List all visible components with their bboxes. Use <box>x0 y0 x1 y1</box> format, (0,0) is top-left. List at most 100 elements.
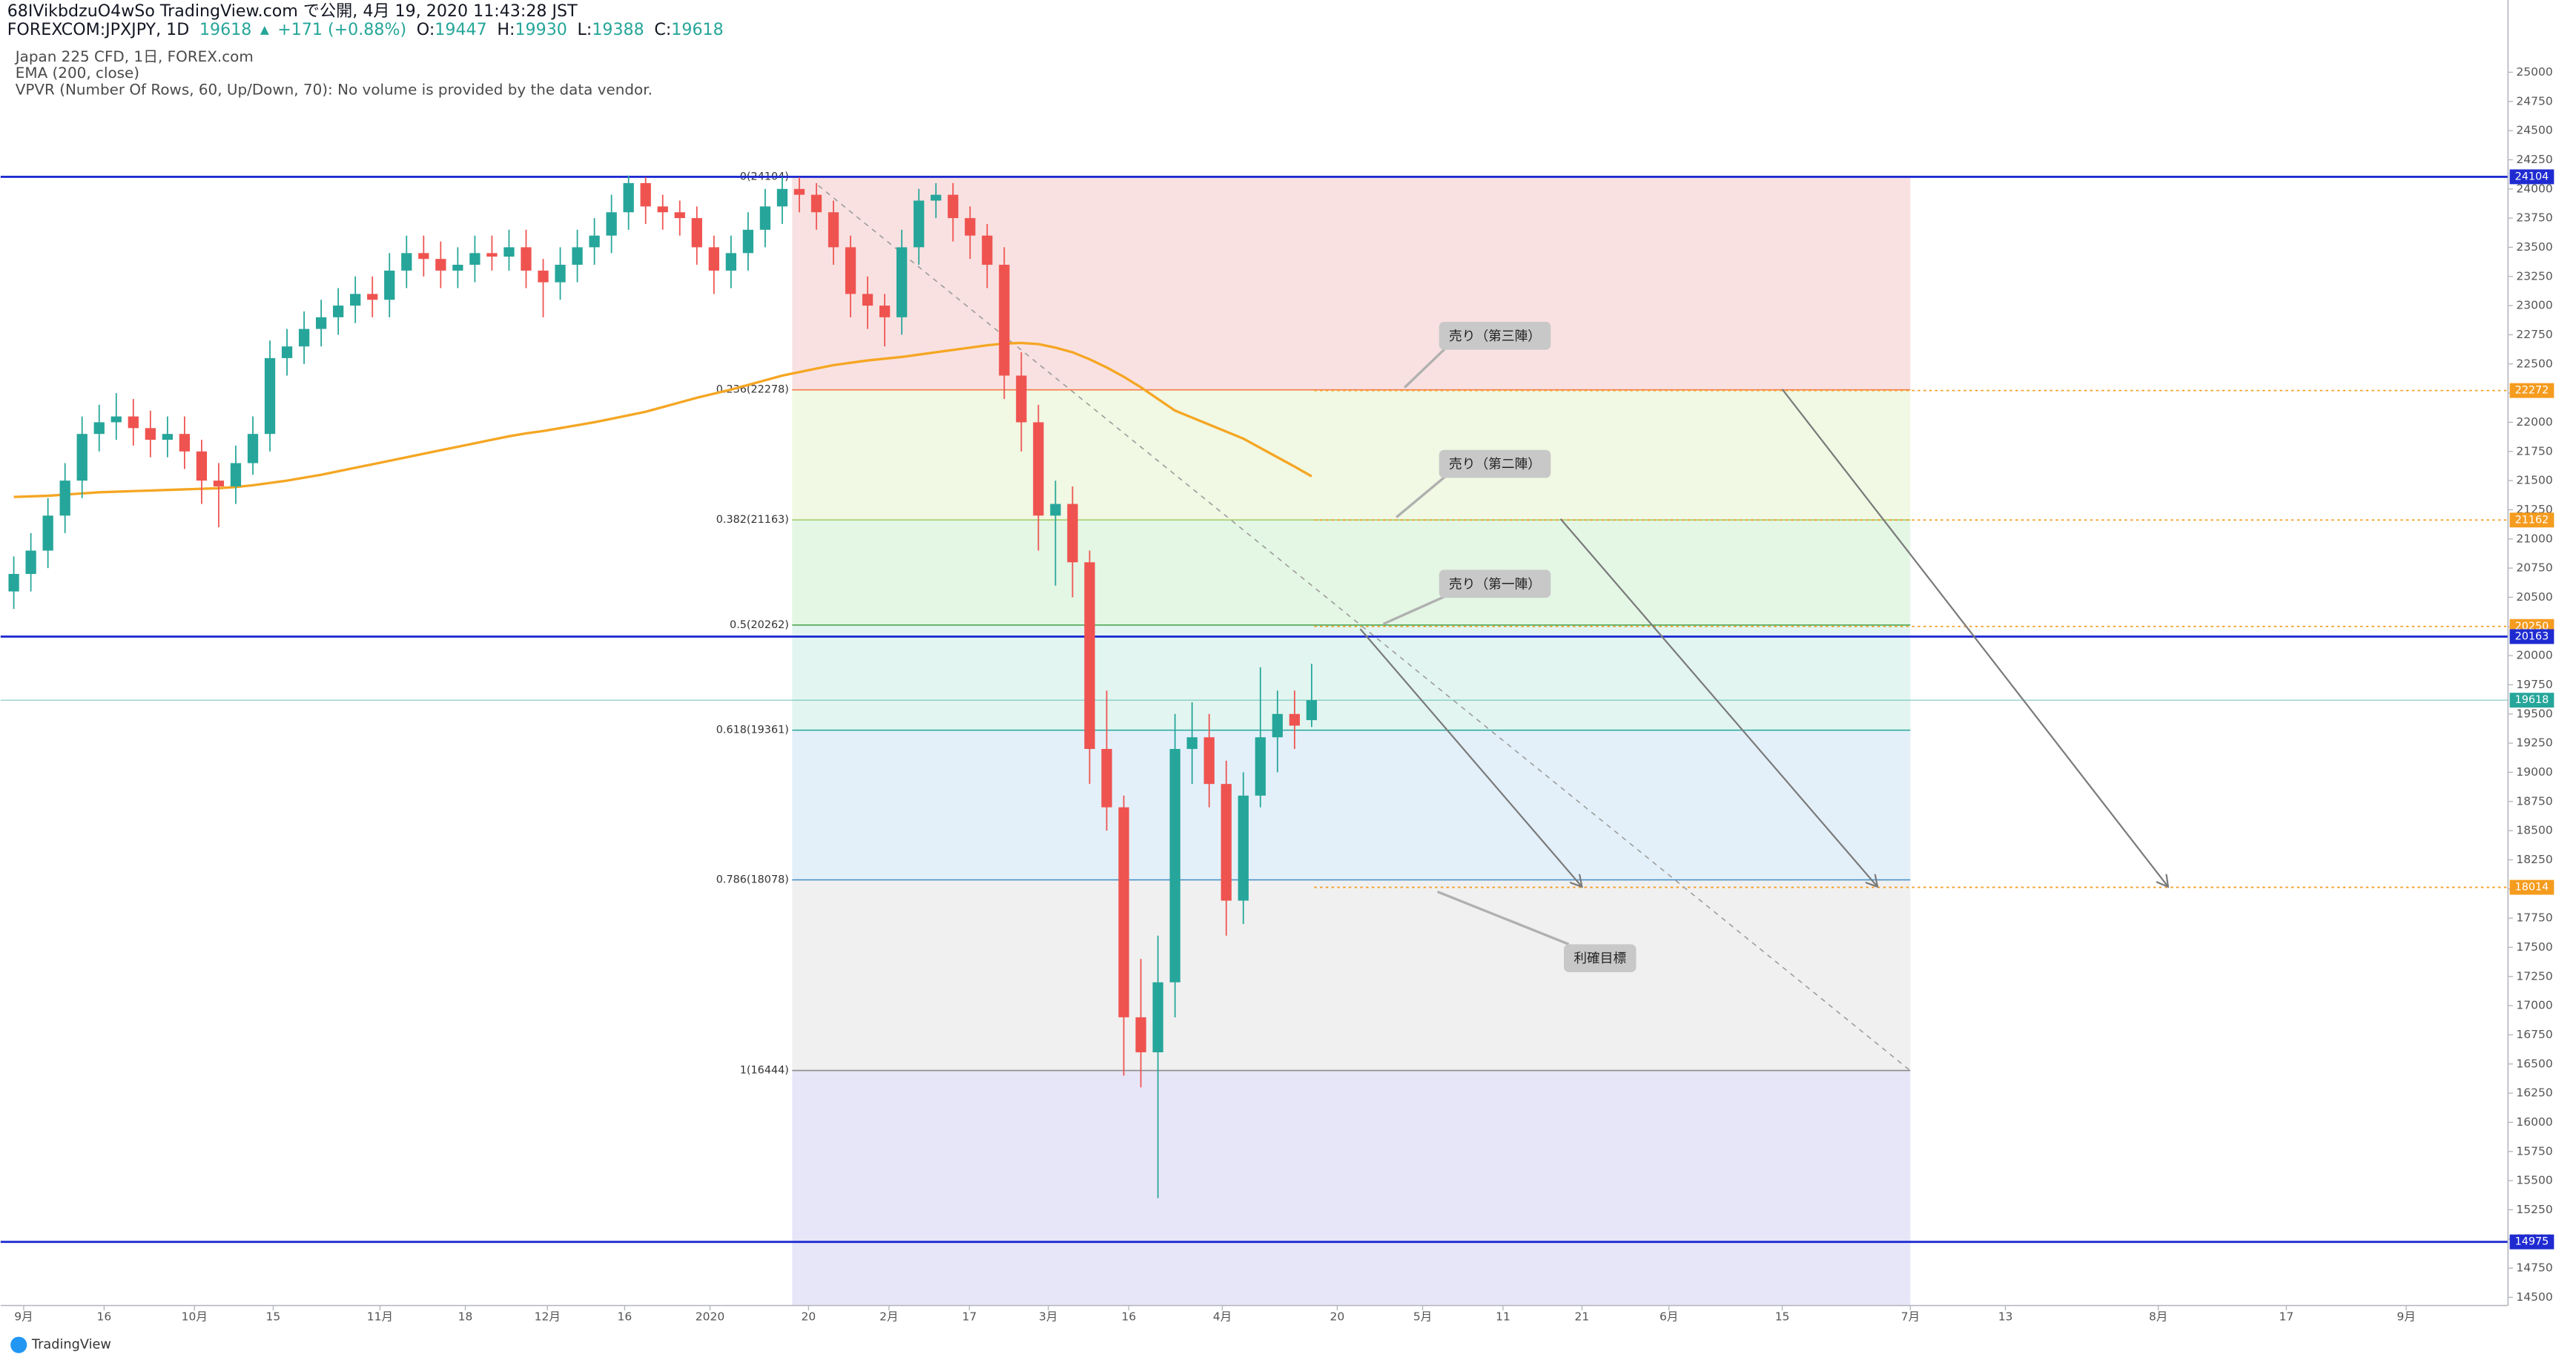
fib-label: 0.236(22278) <box>716 384 789 396</box>
x-tick-label: 17 <box>962 1310 977 1323</box>
price-tag-text: 20163 <box>2515 630 2549 642</box>
fib-label: 1(16444) <box>740 1065 789 1077</box>
candle-body <box>315 317 327 329</box>
ohlc-value: 19930 <box>515 19 567 39</box>
price-tag <box>2509 879 2554 895</box>
candle-body <box>452 265 463 271</box>
candle-body <box>810 194 822 213</box>
y-tick-label: 21500 <box>2516 474 2552 487</box>
candle-body <box>793 188 805 195</box>
ohlc-label: C: <box>654 19 671 39</box>
fib-zone <box>792 520 1911 625</box>
x-tick-label: 7月 <box>1901 1310 1920 1323</box>
y-tick-label: 25000 <box>2516 65 2552 79</box>
x-tick-label: 2020 <box>696 1310 724 1323</box>
candles <box>8 175 1318 1198</box>
callout-box <box>1564 944 1637 972</box>
y-tick-label: 14750 <box>2516 1261 2552 1275</box>
y-tick-label: 17500 <box>2516 940 2552 954</box>
candle-body <box>640 182 651 207</box>
candle-body <box>1101 748 1112 808</box>
fib-zone <box>792 624 1911 730</box>
fib-zone <box>792 879 1911 1071</box>
x-tick-label: 20 <box>1330 1310 1345 1323</box>
candle-body <box>623 182 634 213</box>
candle-body <box>862 294 873 306</box>
candle-body <box>845 247 856 294</box>
candle-body <box>606 212 617 236</box>
logo-text: TradingView <box>31 1338 111 1353</box>
price-tag <box>2509 693 2554 708</box>
price-tag-text: 19618 <box>2515 694 2549 706</box>
candle-body <box>691 218 702 248</box>
price-tag <box>2509 512 2554 528</box>
y-tick-label: 20000 <box>2516 649 2552 662</box>
candle-body <box>708 247 719 271</box>
ohlc-value: 19618 <box>671 19 723 39</box>
y-tick-label: 19750 <box>2516 678 2552 691</box>
candle-body <box>42 515 53 551</box>
x-tick-label: 9月 <box>14 1310 33 1323</box>
candle-body <box>128 416 139 429</box>
candle-body <box>333 306 344 317</box>
candle-body <box>384 270 395 300</box>
x-tick-label: 8月 <box>2149 1310 2167 1323</box>
callout-pointer <box>1396 475 1447 518</box>
candle-body <box>213 481 225 486</box>
candle-body <box>879 306 891 317</box>
candle-body <box>1272 713 1283 738</box>
candle-body <box>469 253 480 265</box>
x-tick-label: 5月 <box>1413 1310 1432 1323</box>
candle-body <box>145 428 156 440</box>
fib-zone <box>792 1070 1911 1306</box>
price: 19618 <box>199 19 251 39</box>
trend-line <box>818 185 1911 1072</box>
price-tag <box>2509 629 2554 644</box>
candle-body <box>110 416 122 423</box>
x-tick-label: 13 <box>1998 1310 2013 1323</box>
levels: 0(24104)0.236(22278)0.382(21163)0.5(2026… <box>0 171 2509 1244</box>
candle-body <box>1238 795 1249 901</box>
x-tick-label: 21 <box>1575 1310 1590 1323</box>
candle-body <box>1255 737 1266 796</box>
candle-body <box>179 434 191 452</box>
fib-zones <box>792 176 1911 1306</box>
x-tick-label: 11 <box>1496 1310 1510 1323</box>
y-tick-label: 20500 <box>2516 590 2552 604</box>
price-tag-text: 21162 <box>2515 514 2549 526</box>
candle-body <box>572 247 583 265</box>
candle-body <box>776 188 788 207</box>
callout-box <box>1439 322 1551 350</box>
x-tick-label: 2月 <box>879 1310 898 1323</box>
y-tick-label: 15750 <box>2516 1144 2552 1158</box>
fib-label: 0.786(18078) <box>716 874 789 885</box>
x-tick-label: 18 <box>458 1310 473 1323</box>
up-arrow: ▲ <box>260 22 269 36</box>
candle-body <box>367 294 378 300</box>
y-tick-label: 24250 <box>2516 153 2552 166</box>
ohlc-value: 19388 <box>592 19 644 39</box>
fib-zone <box>792 730 1911 880</box>
x-tick-label: 16 <box>618 1310 633 1323</box>
price-tag <box>2509 169 2554 185</box>
candle-body <box>1306 700 1318 721</box>
candle-body <box>418 253 429 260</box>
y-tick-label: 22000 <box>2516 415 2552 429</box>
x-tick-label: 16 <box>1121 1310 1136 1323</box>
x-tick-label: 20 <box>802 1310 816 1323</box>
callout-text: 売り（第一陣） <box>1449 576 1541 592</box>
y-tick-label: 15500 <box>2516 1174 2552 1187</box>
fib-label: 0.382(21163) <box>716 514 789 526</box>
y-tick-label: 16000 <box>2516 1115 2552 1129</box>
fib-label: 0.5(20262) <box>730 619 789 631</box>
callout-pointer <box>1382 595 1447 626</box>
candle-body <box>264 357 276 435</box>
arrow <box>1559 518 1877 887</box>
candle-body <box>350 294 361 306</box>
candle-body <box>538 270 549 283</box>
candle-body <box>1033 422 1044 516</box>
header-line: FOREXCOM:JPXJPY, 1D 19618 ▲ +171 (+0.88%… <box>7 19 724 39</box>
y-tick-label: 24000 <box>2516 182 2552 195</box>
x-tick-label: 11月 <box>367 1310 393 1323</box>
